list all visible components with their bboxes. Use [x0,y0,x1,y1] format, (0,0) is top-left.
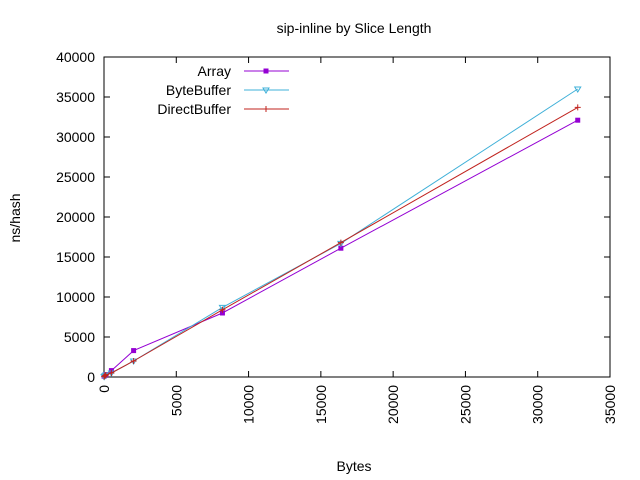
legend-marker [263,68,269,74]
axis-ticks: 0 5000 10000 15000 20000 25000 30000 35000 40000… [56,49,618,424]
x-tick-label: 15000 [313,385,329,424]
x-tick-label: 10000 [241,385,257,424]
chart-title: sip-inline by Slice Length [277,20,432,36]
data-point [337,239,344,246]
data-point [102,372,109,378]
x-tick-label: 20000 [385,385,401,424]
legend-label: DirectBuffer [157,101,231,117]
legend: Array ByteBuffer DirectBuffer [157,63,289,117]
y-tick-label: 20000 [56,209,95,225]
x-tick-label: 35000 [602,385,618,424]
y-tick-label: 40000 [56,49,95,65]
data-point [219,306,226,313]
data-point [131,348,137,354]
data-point [574,104,581,111]
y-tick-label: 15000 [56,249,95,265]
data-point [130,358,137,364]
data-point [101,372,108,379]
legend-label: ByteBuffer [166,82,231,98]
series-layer [100,86,582,381]
y-tick-label: 5000 [64,329,95,345]
data-point [338,245,344,251]
y-tick-label: 0 [87,369,95,385]
series-bytebuffer [100,86,582,381]
x-tick-label: 25000 [457,385,473,424]
y-tick-label: 35000 [56,89,95,105]
legend-marker [263,106,269,112]
data-point [575,117,581,123]
y-axis-label: ns/hash [7,193,23,242]
series-array [101,117,581,379]
x-tick-label: 0 [96,385,112,393]
legend-label: Array [198,63,231,79]
y-tick-label: 30000 [56,129,95,145]
y-tick-label: 10000 [56,289,95,305]
x-axis-label: Bytes [336,458,371,474]
data-point [108,370,115,376]
data-point [219,310,225,316]
data-point [573,86,582,93]
legend-marker [262,87,270,94]
x-tick-label: 5000 [168,385,184,416]
x-tick-label: 30000 [530,385,546,424]
y-tick-label: 25000 [56,169,95,185]
data-point [218,304,227,312]
series-directbuffer [101,104,581,380]
